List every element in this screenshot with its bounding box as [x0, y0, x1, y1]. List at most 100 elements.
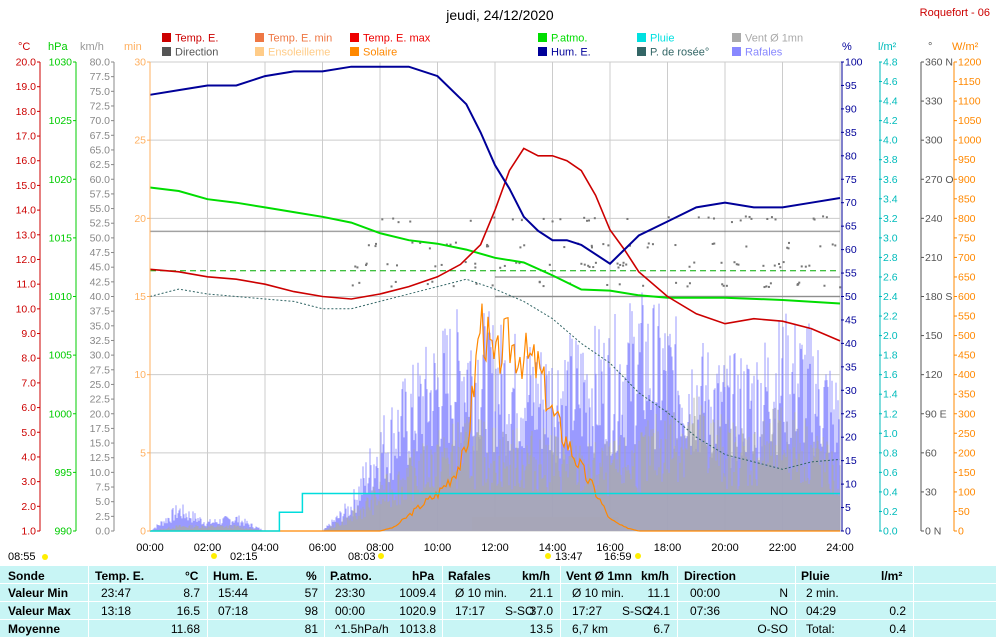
solar-axis-tick: 400 [958, 369, 976, 381]
direction-dot [735, 263, 738, 266]
hum-axis-tick: 75 [845, 174, 857, 186]
wind-axis-tick: 2.5 [95, 511, 110, 523]
direction-dot [800, 265, 803, 268]
x-tick-label: 06:00 [309, 542, 337, 554]
solar-axis-tick: 200 [958, 447, 976, 459]
direction-dot [688, 282, 691, 285]
temp-axis-tick: 17.0 [16, 131, 37, 143]
direction-dot [559, 218, 562, 221]
temp-axis-tick: 14.0 [16, 205, 37, 217]
col-temp-title: Temp. E. [95, 569, 145, 583]
direction-dot [486, 243, 489, 246]
direction-dot [744, 215, 747, 218]
wind-axis-tick: 0.0 [95, 526, 110, 538]
direction-dot [730, 221, 733, 224]
direction-dot [834, 244, 837, 247]
table-cell-temp-val: 16.5 [176, 604, 200, 618]
direction-dot [667, 216, 670, 219]
direction-dot [588, 265, 591, 268]
table-cell-dir-a: 00:00 [690, 586, 721, 600]
table-cell-dir-a: 07:36 [690, 604, 721, 618]
solar-axis-tick: 550 [958, 311, 976, 323]
min-unit: min [124, 41, 142, 53]
wind-axis-tick: 35.0 [90, 320, 111, 332]
hum-axis-tick: 35 [845, 361, 857, 373]
table-cell-press-val: 1013.8 [399, 622, 436, 636]
direction-dot [720, 261, 723, 264]
direction-dot [586, 219, 589, 222]
dir-axis-tick: 60 [925, 447, 937, 459]
wind-axis-tick: 22.5 [90, 394, 111, 406]
sun-moon-labels: 08:55 02:15 08:03 13:47 16:59 [8, 551, 641, 563]
dir-axis-tick: 360 N [925, 57, 953, 69]
dir-axis-tick: 210 [925, 252, 943, 264]
temp-axis-tick: 1.0 [21, 526, 36, 538]
wind-axis-tick: 5.0 [95, 496, 110, 508]
legend-label: Solaire [363, 47, 397, 59]
direction-dot [748, 215, 751, 218]
temp-axis-tick: 7.0 [21, 377, 36, 389]
direction-dot [779, 266, 782, 269]
direction-dot [538, 281, 541, 284]
solar-axis-tick: 950 [958, 154, 976, 166]
rain-axis-tick: 4.0 [883, 135, 898, 147]
x-tick-label: 12:00 [481, 542, 509, 554]
col-press-title: P.atmo. [330, 569, 372, 583]
direction-dot [642, 284, 645, 287]
chart-series [149, 65, 842, 532]
legend-swatch [538, 47, 547, 56]
legend-label: Ensoleilleme [268, 47, 330, 59]
direction-dot [737, 263, 740, 266]
hum-axis-tick: 40 [845, 338, 857, 350]
dir-axis-tick: 30 [925, 486, 937, 498]
x-tick-label: 04:00 [251, 542, 279, 554]
direction-dot [449, 243, 452, 246]
solar-axis-tick: 100 [958, 486, 976, 498]
hum-axis-tick: 95 [845, 80, 857, 92]
table-cell-wind-val: 11.1 [647, 586, 670, 600]
col-hum-title: Hum. E. [213, 569, 258, 583]
temp-axis-tick: 11.0 [16, 279, 36, 291]
rain-axis-tick: 0.4 [883, 486, 898, 498]
rain-axis-tick: 3.8 [883, 154, 898, 166]
table-cell-press-val: 1020.9 [399, 604, 436, 618]
press-axis-tick: 990 [54, 526, 72, 538]
legend-label: Rafales [745, 47, 783, 59]
wind-axis-tick: 15.0 [90, 438, 111, 450]
direction-dot [750, 217, 753, 220]
dir-axis-tick: 270 O [925, 174, 954, 186]
press-axis-tick: 1010 [49, 291, 73, 303]
rain-unit: l/m² [878, 41, 897, 53]
direction-dot [819, 245, 822, 248]
direction-dot [542, 217, 545, 220]
solar-axis-tick: 900 [958, 174, 976, 186]
x-tick-label: 02:00 [194, 542, 222, 554]
solar-axis-tick: 0 [958, 526, 964, 538]
direction-dot [707, 216, 710, 219]
table-cell-wind-b: S-SO [622, 604, 652, 618]
table-cell-press-time: ^1.5hPa/h [335, 622, 389, 636]
solar-axis-tick: 1150 [958, 76, 981, 88]
wind-axis-tick: 40.0 [90, 291, 111, 303]
direction-dot [616, 262, 619, 265]
wind-axis-tick: 77.5 [90, 71, 111, 83]
x-tick-label: 24:00 [826, 542, 854, 554]
wind-axis-tick: 7.5 [95, 482, 110, 494]
direction-dot [651, 243, 654, 246]
press-axis-tick: 1020 [49, 174, 73, 186]
direction-dot [787, 241, 790, 244]
rain-axis-tick: 2.0 [883, 330, 898, 342]
hum-axis-tick: 15 [845, 455, 857, 467]
weather-chart: 20.0 19.0 18.0 17.0 16.0 15.0 14.0 13.0 12.0 11.0… [8, 7, 990, 563]
hum-axis-tick: 30 [845, 385, 857, 397]
direction-dot [606, 283, 609, 286]
wind-axis-tick: 70.0 [90, 115, 111, 127]
table-cell-dir-val: NO [770, 604, 788, 618]
rain-axis-tick: 3.4 [883, 193, 898, 205]
legend-label: Hum. E. [551, 47, 591, 59]
legend-label: Temp. E. max [363, 33, 431, 45]
direction-dot [767, 285, 770, 288]
direction-dot [493, 216, 496, 219]
col-gust-title: Rafales [448, 569, 491, 583]
dewpoint-series [149, 278, 841, 470]
